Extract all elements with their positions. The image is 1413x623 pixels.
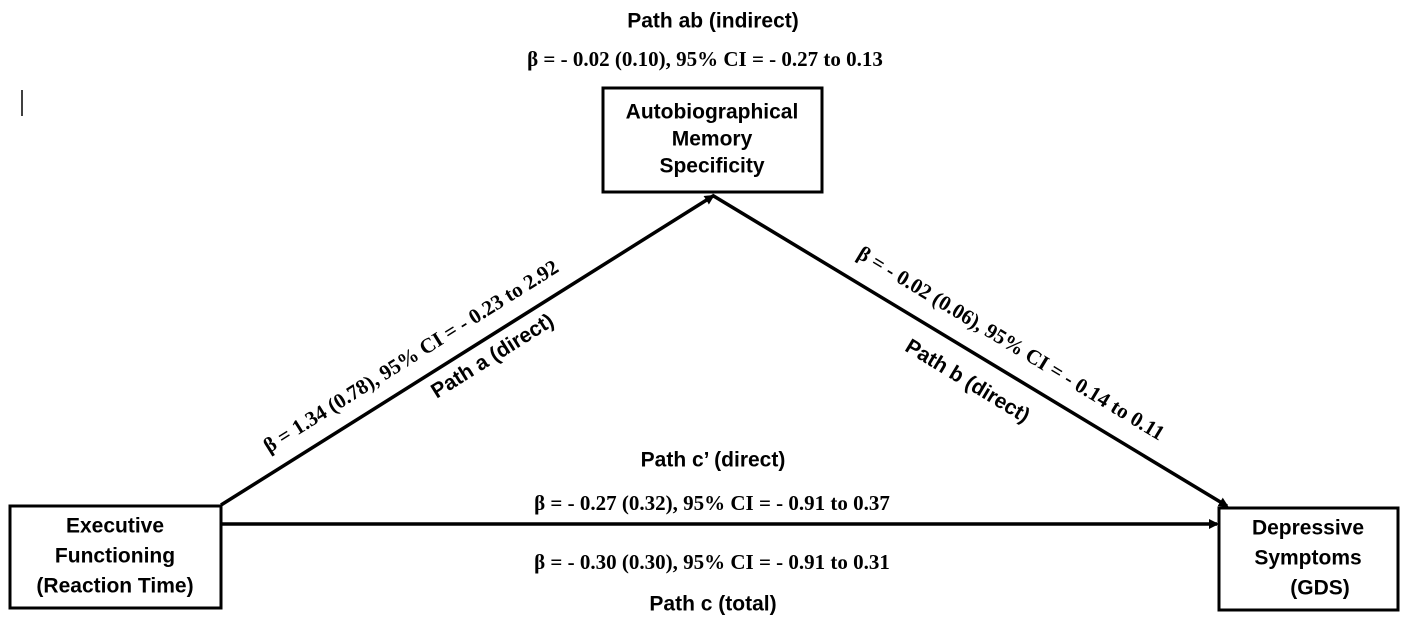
node-box [1217,506,1400,612]
path-stat: β = - 0.27 (0.32), 95% CI = - 0.91 to 0.… [534,491,890,515]
path-stat: β = 1.34 (0.78), 95% CI = - 0.23 to 2.92 [259,255,563,458]
path-name: Path c’ (direct) [641,449,786,472]
node-label: (Reaction Time) [36,575,193,598]
node-label: Autobiographical [626,101,799,124]
path-stat: β = - 0.02 (0.10), 95% CI = - 0.27 to 0.… [527,47,883,71]
path-name: Path ab (indirect) [627,10,799,33]
arrow-a [220,194,715,507]
node-label: Executive [66,515,164,538]
arrow-b [711,193,1229,508]
node-box [8,504,223,610]
node-label: Functioning [55,545,175,568]
path-stat: β = - 0.30 (0.30), 95% CI = - 0.91 to 0.… [534,550,890,574]
node-box [601,86,824,194]
node-label: Memory [672,128,753,151]
node-label: Symptoms [1254,547,1361,570]
node-label: Depressive [1252,517,1364,540]
path-name: Path c (total) [649,593,776,616]
node-label: (GDS) [1290,577,1350,600]
node-label: Specificity [659,155,764,178]
